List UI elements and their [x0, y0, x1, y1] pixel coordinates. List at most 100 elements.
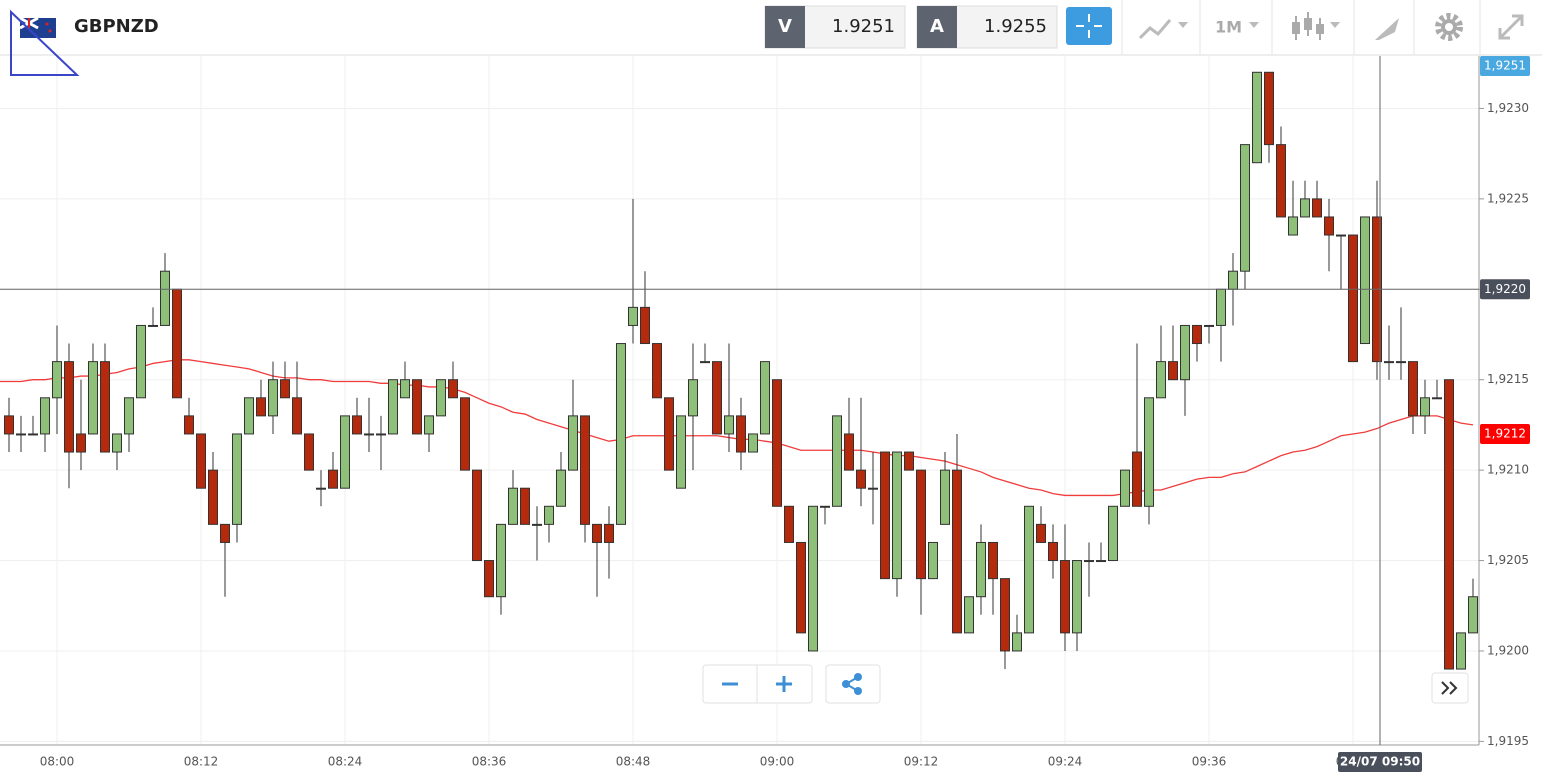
- candle-body: [808, 505, 818, 652]
- chart-type-icon: [1138, 19, 1172, 40]
- zoom-controls: [702, 664, 1469, 704]
- flag: [19, 16, 56, 38]
- candle-body: [1336, 234, 1346, 237]
- header: GBPNZD V 1.9251 A 1.9255 1M: [0, 0, 1542, 76]
- candle-body: [856, 469, 866, 489]
- candle-body: [196, 433, 206, 489]
- y-tick-label: 1,9195: [1487, 734, 1529, 748]
- candle-body: [400, 379, 410, 399]
- crosshair-box[interactable]: [1066, 7, 1112, 45]
- candle-style-button[interactable]: [1292, 12, 1340, 40]
- scroll-end-button[interactable]: [1431, 672, 1469, 704]
- candle-body: [712, 361, 722, 435]
- sell-button[interactable]: V 1.9251: [764, 5, 906, 49]
- candle-body: [1180, 324, 1190, 381]
- candle-body: [1072, 560, 1082, 634]
- settings-button[interactable]: [1435, 13, 1463, 41]
- chart-type-button[interactable]: [1138, 19, 1188, 40]
- candle-body: [40, 397, 50, 435]
- timeframe[interactable]: 1M: [1215, 18, 1242, 37]
- crosshair-icon: [1076, 14, 1102, 38]
- sell-label: V: [778, 16, 792, 37]
- candle-body: [652, 343, 662, 399]
- candle-body: [340, 415, 350, 489]
- buy-label-box: [917, 6, 957, 48]
- flag-star: [48, 29, 52, 33]
- fullscreen-button[interactable]: [1498, 14, 1524, 40]
- candle-body: [52, 361, 62, 399]
- scroll-end-icon: [1441, 681, 1458, 695]
- candle-body: [424, 415, 434, 435]
- candle-body: [1312, 198, 1322, 218]
- candle-body: [676, 415, 686, 489]
- candle-body: [1024, 505, 1034, 634]
- candle-body: [604, 523, 614, 543]
- sell-label-box: [765, 6, 805, 48]
- candle-body: [76, 433, 86, 453]
- y-tick-label: 1,9205: [1487, 553, 1529, 567]
- buy-button[interactable]: A 1.9255: [916, 5, 1058, 49]
- candle-body: [700, 361, 710, 364]
- candle-body: [736, 415, 746, 453]
- crosshair-y-label: 1,9220: [1484, 282, 1526, 296]
- candle-body: [664, 397, 674, 471]
- candle-body: [112, 433, 122, 453]
- y-tick-label: 1,9200: [1487, 643, 1529, 657]
- candle-body: [1348, 234, 1358, 363]
- candle-body: [184, 415, 194, 435]
- candle-body: [1120, 469, 1130, 507]
- candle-body: [316, 487, 326, 490]
- candle-icon: [1304, 18, 1312, 30]
- candle-body: [772, 379, 782, 507]
- y-tick-label: 1,9215: [1487, 372, 1529, 386]
- x-tick-label: 08:12: [184, 755, 219, 769]
- moving-average: [0, 359, 1474, 497]
- candle-body: [1156, 361, 1166, 399]
- timeframe-button[interactable]: 1M: [1215, 18, 1259, 37]
- candle-body: [376, 433, 386, 436]
- candle-body: [268, 379, 278, 417]
- candle-body: [1216, 288, 1226, 326]
- draw-tool-button[interactable]: [1375, 18, 1399, 40]
- candle-body: [1264, 71, 1274, 146]
- candle-body: [988, 541, 998, 580]
- candle-body: [1084, 560, 1094, 563]
- candle-body: [472, 469, 482, 562]
- focus-outline: [10, 9, 80, 76]
- candle-body: [16, 433, 26, 436]
- buy-price: 1.9255: [984, 16, 1047, 37]
- symbol: GBPNZD: [74, 16, 159, 37]
- candle-body: [1384, 361, 1394, 364]
- candle-body: [64, 361, 74, 453]
- candle-body: [976, 541, 986, 598]
- candle-body: [1288, 216, 1298, 236]
- crosshair-button[interactable]: [1066, 7, 1112, 45]
- dropdown-arrow: [1330, 22, 1340, 28]
- x-tick-label: 08:00: [40, 755, 75, 769]
- crosshair-x-box: [1338, 752, 1422, 772]
- dropdown-arrow: [1178, 22, 1188, 28]
- buy-label: A: [930, 16, 944, 37]
- gear-icon: [1445, 23, 1453, 31]
- candle-body: [412, 379, 422, 435]
- candle-body: [328, 469, 338, 489]
- candle-body: [796, 541, 806, 634]
- candle-body: [868, 487, 878, 490]
- candle-body: [532, 523, 542, 526]
- share-box[interactable]: [825, 664, 881, 704]
- y-tick-label: 1,9225: [1487, 191, 1529, 205]
- candle-body: [160, 270, 170, 326]
- candle-body: [784, 505, 794, 543]
- candle-body: [364, 433, 374, 436]
- plot-area: 1,9195 1,9200 1,9205 1,9210 1,9215 1,9220 1,92…: [0, 56, 1530, 772]
- candle-body: [1060, 560, 1070, 634]
- candle-body: [928, 541, 938, 580]
- candle-body: [1240, 144, 1250, 272]
- price-tag-box: [1480, 56, 1530, 76]
- x-tick-label: 09:12: [904, 755, 939, 769]
- candle-body: [880, 451, 890, 580]
- zoom-in-button[interactable]: [776, 676, 792, 692]
- candle-body: [1096, 560, 1106, 563]
- candle-body: [904, 451, 914, 471]
